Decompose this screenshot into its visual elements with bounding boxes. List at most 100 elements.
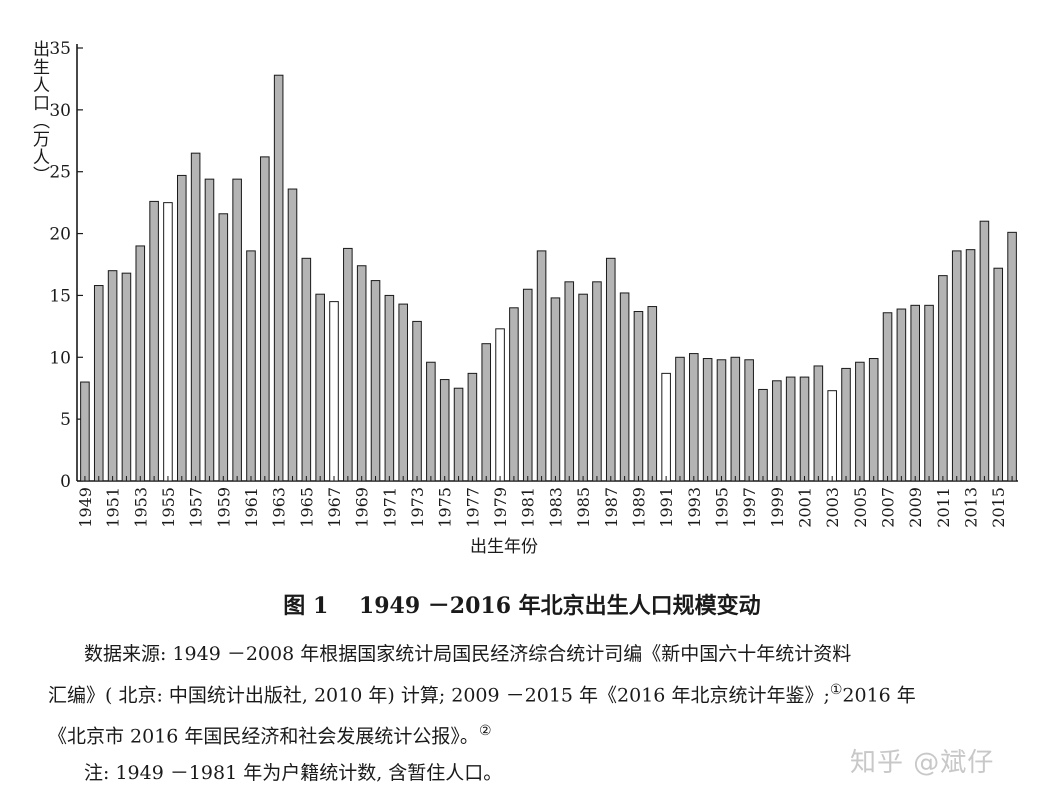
footnote-marker-2: ② xyxy=(478,723,492,740)
x-tick-label-1981: 1981 xyxy=(519,487,538,528)
bar-2010 xyxy=(924,304,934,482)
bar-1980 xyxy=(509,307,519,482)
x-tick-label-2005: 2005 xyxy=(851,487,870,528)
figure-title-text: 1949 －2016 年北京出生人口规模变动 xyxy=(358,593,761,619)
bar-1959 xyxy=(218,213,229,482)
note-line: 注: 1949 －1981 年为户籍统计数, 含暂住人口。 xyxy=(84,761,503,784)
bar-2005 xyxy=(855,361,865,482)
bar-1985 xyxy=(578,293,588,482)
x-tick-label-1987: 1987 xyxy=(602,487,621,528)
bar-1978 xyxy=(481,343,492,482)
bar-1981 xyxy=(522,288,533,482)
birth-chart: 0 5 10 15 20 25 30 35 1949 1951 1953 1955 1957 1959 19… xyxy=(49,39,1018,528)
bar-1964 xyxy=(287,188,298,482)
bar-1996 xyxy=(730,356,741,482)
bar-1953 xyxy=(135,245,146,482)
x-tick-label-1969: 1969 xyxy=(353,487,372,528)
bar-1982 xyxy=(536,250,547,482)
x-tick-label-1955: 1955 xyxy=(159,487,178,528)
bar-2000 xyxy=(785,376,796,482)
y-tick-label: 5 xyxy=(60,410,71,430)
x-tick-label-1991: 1991 xyxy=(657,487,676,528)
x-tick-label-2003: 2003 xyxy=(823,487,842,528)
bar-1957 xyxy=(190,152,201,482)
x-tick-label-1985: 1985 xyxy=(574,487,593,528)
x-tick-label-1997: 1997 xyxy=(740,487,759,528)
x-tick-label-1965: 1965 xyxy=(297,487,316,528)
bar-2003 xyxy=(827,390,837,482)
bar-1971 xyxy=(384,294,395,482)
bar-1995 xyxy=(716,359,727,482)
x-axis-label: 出生年份 xyxy=(470,537,538,557)
bar-1969 xyxy=(356,265,367,482)
y-tick-label: 10 xyxy=(49,348,71,368)
bar-1965 xyxy=(301,257,312,482)
y-axis-label: 出生人口（万人） xyxy=(29,40,49,184)
bar-2006 xyxy=(868,358,879,482)
bar-1952 xyxy=(121,272,132,482)
x-tick-label-1967: 1967 xyxy=(325,487,344,528)
x-tick-label-2009: 2009 xyxy=(906,487,925,528)
bar-1986 xyxy=(592,281,602,482)
footnote-marker-1: ① xyxy=(829,682,843,698)
source-line-3-text: 《北京市 2016 年国民经济和社会发展统计公报》。 xyxy=(48,725,479,748)
bar-1987 xyxy=(605,257,616,482)
x-tick-label-1973: 1973 xyxy=(408,487,427,528)
source-notes: 数据来源: 1949 －2008 年根据国家统计局国民经济综合统计司编《新中国六… xyxy=(48,636,1008,791)
x-tick-label-2001: 2001 xyxy=(796,487,815,528)
x-tick-label-1979: 1979 xyxy=(491,487,510,528)
y-tick-label: 0 xyxy=(60,472,71,492)
x-tick-label-1993: 1993 xyxy=(685,487,704,528)
bar-2016 xyxy=(1007,231,1017,482)
source-line-2-text: 汇编》( 北京: 中国统计出版社, 2010 年) 计算; 2009 －2015… xyxy=(48,684,830,707)
bar-2009 xyxy=(910,304,921,482)
bar-1992 xyxy=(675,356,685,482)
bar-1958 xyxy=(204,178,215,482)
bar-2012 xyxy=(951,250,962,482)
bar-1990 xyxy=(647,306,658,482)
bar-1989 xyxy=(633,311,644,482)
x-tick-label-1953: 1953 xyxy=(131,487,150,528)
bar-2015 xyxy=(993,267,1004,482)
bar-1997 xyxy=(744,359,754,482)
x-tick-label-2007: 2007 xyxy=(879,487,898,528)
bar-1983 xyxy=(550,297,561,482)
x-tick-label-1971: 1971 xyxy=(380,487,399,528)
x-tick-label-1999: 1999 xyxy=(768,487,787,528)
x-tick-label-1995: 1995 xyxy=(712,487,731,528)
bar-1956 xyxy=(176,174,187,482)
x-tick-label-1949: 1949 xyxy=(76,487,95,528)
bar-2004 xyxy=(841,367,851,482)
x-tick-label-1977: 1977 xyxy=(463,487,482,528)
bar-1967 xyxy=(329,301,339,482)
figure-title: 图 1 1949 －2016 年北京出生人口规模变动 xyxy=(0,588,1044,620)
bar-1977 xyxy=(467,372,478,482)
bar-1960 xyxy=(232,178,242,482)
x-tick-label-2015: 2015 xyxy=(989,487,1008,528)
bar-1950 xyxy=(93,285,104,482)
bar-1974 xyxy=(426,361,436,482)
x-tick-label-1951: 1951 xyxy=(104,487,123,528)
x-tick-label-2011: 2011 xyxy=(934,487,953,528)
y-tick-label: 15 xyxy=(49,286,71,306)
figure-number: 图 1 xyxy=(283,593,329,619)
bar-1963 xyxy=(273,74,284,482)
bar-1955 xyxy=(163,202,173,482)
x-tick-label-2013: 2013 xyxy=(962,487,981,528)
bar-1975 xyxy=(439,379,450,482)
bar-1951 xyxy=(107,270,118,482)
bar-1999 xyxy=(772,380,782,482)
source-line-2: 汇编》( 北京: 中国统计出版社, 2010 年) 计算; 2009 －2015… xyxy=(48,672,1008,713)
bar-1972 xyxy=(398,303,408,482)
x-tick-label-1961: 1961 xyxy=(242,487,261,528)
bar-2014 xyxy=(979,220,990,482)
bar-2002 xyxy=(813,365,824,482)
bar-2001 xyxy=(799,376,810,482)
bar-1968 xyxy=(343,247,353,482)
x-tick-label-1957: 1957 xyxy=(187,487,206,528)
y-tick-label: 20 xyxy=(49,225,71,245)
bar-1991 xyxy=(661,372,671,482)
source-line-3: 《北京市 2016 年国民经济和社会发展统计公报》。② xyxy=(48,713,1008,754)
x-tick-label-1975: 1975 xyxy=(436,487,455,528)
bar-1962 xyxy=(260,156,270,482)
